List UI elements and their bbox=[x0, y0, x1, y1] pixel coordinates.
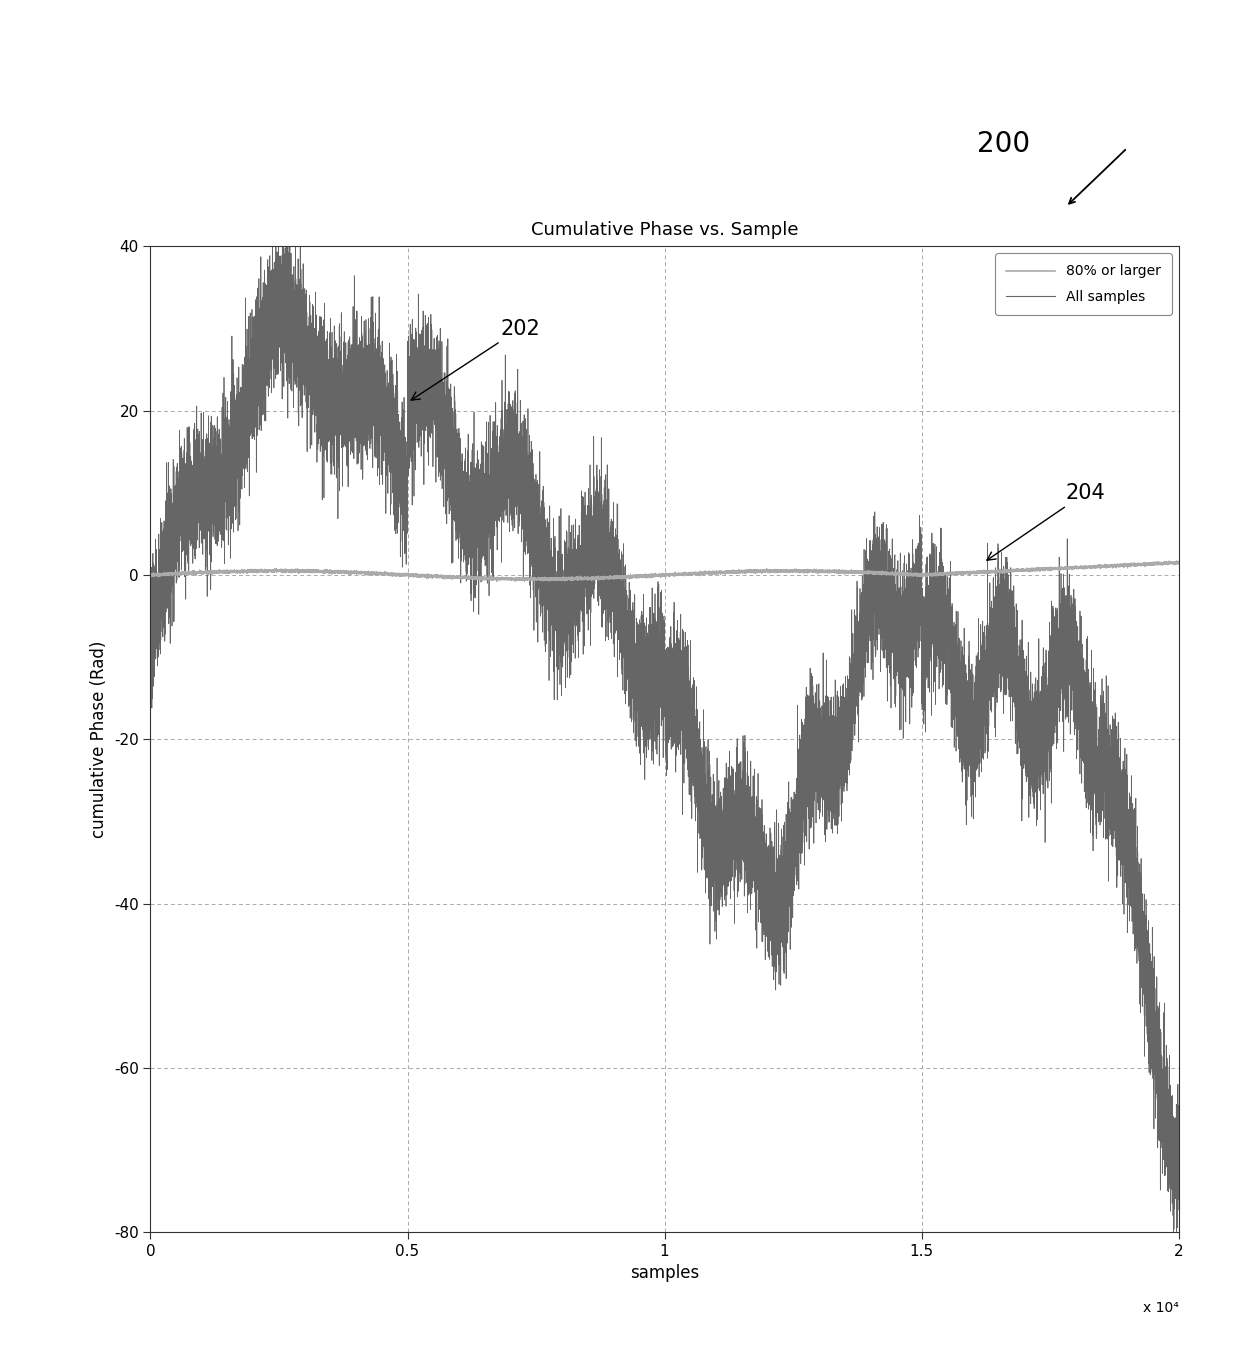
80% or larger bbox=[143, 567, 158, 583]
All samples bbox=[143, 576, 158, 593]
All samples bbox=[765, 841, 780, 857]
All samples bbox=[1169, 1264, 1184, 1280]
All samples bbox=[630, 686, 645, 702]
All samples bbox=[399, 457, 414, 474]
Text: 202: 202 bbox=[411, 319, 539, 400]
80% or larger bbox=[879, 565, 894, 582]
All samples bbox=[1105, 801, 1120, 817]
X-axis label: samples: samples bbox=[630, 1265, 700, 1283]
Line: 80% or larger: 80% or larger bbox=[150, 561, 1179, 582]
80% or larger bbox=[399, 564, 414, 580]
All samples bbox=[879, 565, 894, 582]
80% or larger bbox=[630, 567, 645, 583]
Y-axis label: cumulative Phase (Rad): cumulative Phase (Rad) bbox=[90, 641, 108, 838]
All samples bbox=[282, 194, 297, 211]
80% or larger bbox=[1105, 557, 1120, 574]
All samples bbox=[803, 705, 818, 721]
Text: 204: 204 bbox=[987, 483, 1105, 560]
80% or larger bbox=[1171, 554, 1186, 571]
80% or larger bbox=[803, 563, 818, 579]
Legend: 80% or larger, All samples: 80% or larger, All samples bbox=[994, 253, 1171, 315]
80% or larger bbox=[489, 574, 504, 590]
Text: x 10⁴: x 10⁴ bbox=[1142, 1301, 1179, 1316]
Title: Cumulative Phase vs. Sample: Cumulative Phase vs. Sample bbox=[530, 222, 799, 240]
Line: All samples: All samples bbox=[150, 203, 1179, 1272]
Text: 200: 200 bbox=[977, 130, 1030, 157]
80% or larger bbox=[765, 563, 780, 579]
All samples bbox=[1171, 1169, 1186, 1186]
80% or larger bbox=[1161, 553, 1176, 570]
